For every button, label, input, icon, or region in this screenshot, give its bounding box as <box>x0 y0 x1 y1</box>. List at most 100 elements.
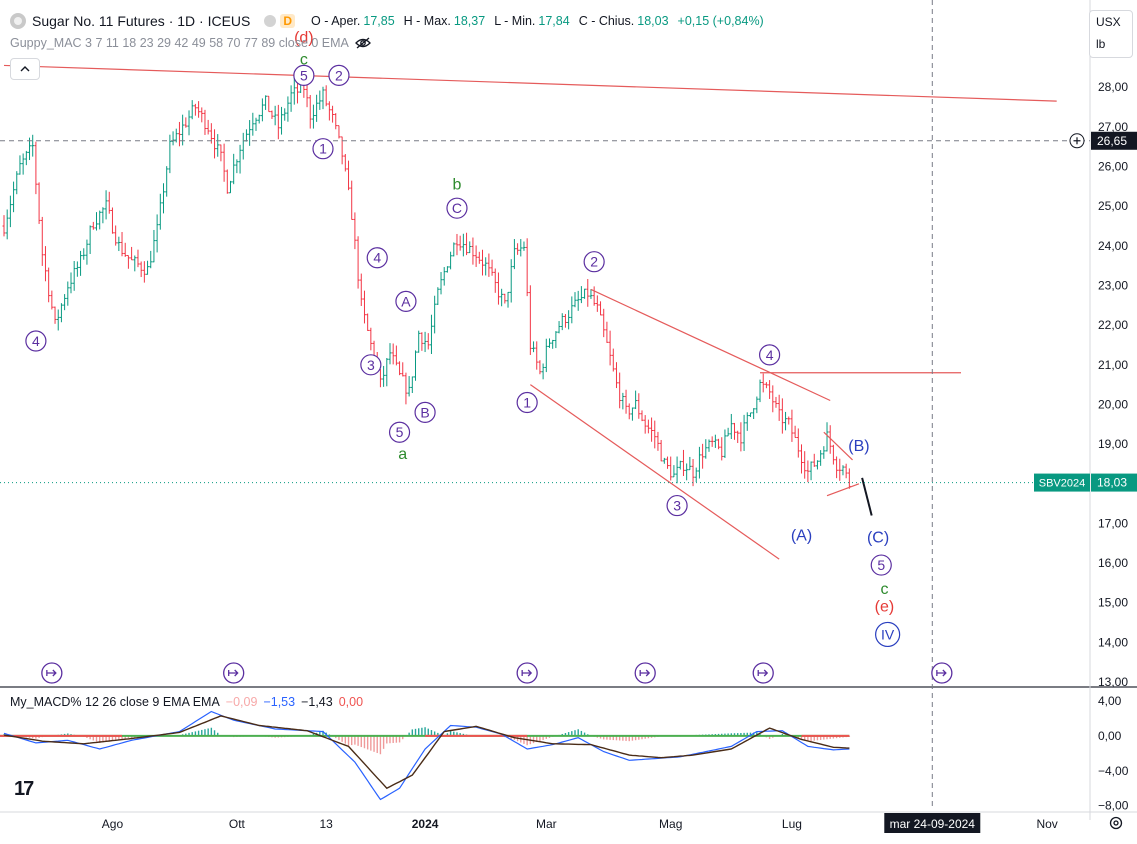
event-marker-icon[interactable] <box>41 662 63 684</box>
event-marker-icon[interactable] <box>931 662 953 684</box>
wave-text: 5 <box>877 557 885 573</box>
price-bar <box>563 314 567 328</box>
settings-gear-icon[interactable] <box>1109 816 1123 830</box>
ohlc-change: +0,15 (+0,84%) <box>677 14 764 28</box>
price-bar <box>203 109 207 135</box>
collapse-legend-button[interactable] <box>10 58 40 80</box>
price-bar <box>267 95 271 113</box>
price-bar <box>101 207 105 224</box>
status-dots[interactable]: D <box>264 14 296 28</box>
price-bar <box>37 182 41 224</box>
trendline <box>590 288 831 402</box>
price-bar <box>184 117 188 128</box>
wave-label: 1 <box>516 391 538 414</box>
price-bar <box>398 361 402 376</box>
wave-circle <box>583 251 605 273</box>
price-bar <box>717 438 721 450</box>
wave-label: 4 <box>366 247 388 269</box>
price-bar <box>257 114 261 124</box>
wave-circle <box>25 330 47 352</box>
price-bar <box>95 212 99 231</box>
price-bar <box>713 434 717 448</box>
price-bar <box>114 225 118 246</box>
price-tick-label: 20,00 <box>1098 397 1128 411</box>
guppy-indicator-legend[interactable]: Guppy_MAC 3 7 11 18 23 29 42 49 58 70 77… <box>10 36 371 50</box>
price-bar <box>433 295 437 334</box>
unit-label[interactable]: lb <box>1096 37 1106 51</box>
event-marker-icon[interactable] <box>223 662 245 684</box>
wave-text: (d) <box>294 30 314 47</box>
trendline <box>530 384 780 560</box>
price-bar <box>353 212 357 250</box>
currency-label[interactable]: USX <box>1096 15 1121 29</box>
price-bar <box>790 409 794 442</box>
price-bar <box>471 237 475 265</box>
price-bar <box>206 119 210 135</box>
price-bar <box>742 414 746 451</box>
ohlc-high-value: 18,37 <box>453 14 486 28</box>
price-bar <box>181 114 185 146</box>
trendline <box>3 64 1057 102</box>
price-bar <box>69 272 73 294</box>
price-tick-label: 25,00 <box>1098 199 1128 213</box>
wave-text: b <box>453 176 462 193</box>
event-marker-icon[interactable] <box>752 662 774 684</box>
symbol-logo-icon[interactable] <box>10 13 26 29</box>
price-bar <box>803 451 807 479</box>
wave-text: C <box>452 200 462 216</box>
price-tick-label: 28,00 <box>1098 80 1128 94</box>
price-bar <box>280 106 284 135</box>
price-bar <box>666 456 670 469</box>
price-bar <box>238 144 242 174</box>
price-bar <box>213 129 217 159</box>
macd-tick-label: 0,00 <box>1098 729 1122 743</box>
wave-label: 4 <box>25 330 47 352</box>
macd-indicator-legend[interactable]: My_MACD% 12 26 close 9 EMA EMA −0,09 −1,… <box>10 695 363 709</box>
price-bar <box>771 385 775 413</box>
price-bar <box>59 303 63 323</box>
price-bar <box>752 408 756 420</box>
price-bar <box>544 338 548 373</box>
tradingview-logo[interactable]: 17 <box>14 778 34 800</box>
eye-hidden-icon[interactable] <box>354 37 371 49</box>
price-bar <box>308 94 312 129</box>
price-bar <box>88 225 92 254</box>
price-tick-label: 14,00 <box>1098 635 1128 649</box>
price-bar <box>602 308 606 338</box>
wave-label: a <box>398 446 407 463</box>
currency-unit-selector[interactable]: USX lb <box>1089 10 1133 58</box>
price-bar <box>251 112 255 136</box>
price-bar <box>688 456 692 471</box>
price-bar <box>369 327 373 351</box>
price-bar <box>490 259 494 276</box>
price-bar <box>707 439 711 452</box>
wave-label: 5 <box>388 421 411 443</box>
price-bar <box>503 293 507 304</box>
time-tick-label: Nov <box>1036 817 1057 831</box>
price-bar <box>452 242 456 257</box>
price-bar <box>535 341 539 370</box>
guppy-indicator-label: Guppy_MAC 3 7 11 18 23 29 42 49 58 70 77… <box>10 36 349 50</box>
price-bar <box>736 430 740 444</box>
price-bar <box>165 166 169 197</box>
chart-title[interactable]: Sugar No. 11 Futures · 1D · ICEUS <box>32 13 251 29</box>
wave-text: 4 <box>32 333 40 349</box>
wave-label: A <box>395 290 417 312</box>
price-bar <box>681 449 685 477</box>
event-marker-icon[interactable] <box>516 662 538 684</box>
ohlc-legend: O - Aper. 17,85 H - Max. 18,37 L - Min. … <box>311 14 770 28</box>
add-alert-icon[interactable] <box>1069 133 1085 149</box>
price-bar <box>47 267 51 303</box>
price-bar <box>748 412 752 418</box>
price-bar <box>40 216 44 266</box>
event-marker-icon[interactable] <box>634 662 656 684</box>
price-bar <box>445 266 449 273</box>
price-bar <box>516 243 520 255</box>
price-bar <box>254 117 258 131</box>
price-bar <box>359 273 363 307</box>
price-bar <box>784 411 788 431</box>
price-bar <box>18 155 22 175</box>
wave-circle <box>388 421 411 443</box>
price-bar <box>327 101 331 121</box>
